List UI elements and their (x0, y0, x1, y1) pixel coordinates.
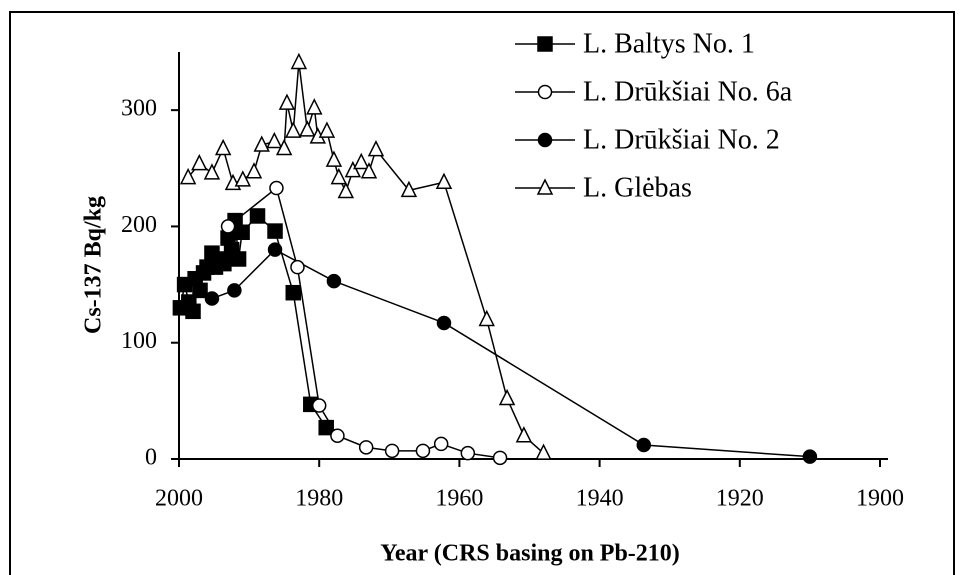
data-point (269, 180, 284, 196)
data-point (436, 315, 452, 331)
legend-label: L. Drūkšiai No. 6a (583, 76, 793, 107)
data-point (325, 150, 343, 167)
data-point (306, 98, 323, 115)
legend-label: L. Drūkšiai No. 2 (583, 124, 780, 155)
data-point (191, 153, 208, 171)
x-tick-label: 1980 (295, 486, 343, 512)
x-tick-label: 1940 (576, 486, 624, 512)
data-point (360, 162, 378, 179)
data-point (344, 160, 362, 178)
x-tick-label: 2000 (155, 486, 203, 512)
data-point (400, 180, 418, 198)
data-point (216, 255, 232, 272)
x-tick-label: 1960 (435, 486, 483, 512)
data-point (515, 426, 533, 443)
x-tick-label: 1920 (716, 486, 764, 512)
data-point (478, 309, 495, 327)
data-point (636, 437, 652, 453)
data-point (415, 443, 431, 459)
data-point (214, 138, 232, 156)
data-point (337, 181, 355, 199)
data-point (330, 428, 345, 443)
data-point (358, 440, 374, 455)
data-point (285, 121, 302, 138)
data-point (433, 436, 449, 452)
data-point (311, 398, 327, 413)
data-point (230, 251, 247, 267)
legend-label: L. Baltys No. 1 (583, 28, 755, 59)
data-point (353, 152, 370, 170)
data-point (179, 167, 197, 185)
data-point (185, 303, 201, 320)
frame (9, 11, 955, 575)
y-axis-title: Cs-137 Bq/kg (81, 196, 107, 334)
data-point (326, 273, 342, 289)
data-point (290, 52, 308, 70)
data-point (234, 170, 252, 187)
legend-label: L. Glėbas (583, 172, 692, 203)
y-tick-label: 0 (145, 445, 157, 471)
data-point (460, 445, 476, 461)
data-point (234, 224, 250, 240)
legend-box (507, 20, 947, 210)
data-point (275, 138, 293, 156)
data-point (435, 172, 453, 189)
data-point (498, 388, 516, 406)
legend-marker (537, 132, 553, 148)
series-line (179, 214, 327, 429)
data-point (253, 135, 270, 152)
data-point (267, 242, 283, 257)
data-point (384, 443, 400, 459)
data-point (203, 163, 221, 180)
legend-marker (537, 84, 553, 100)
data-point (492, 450, 508, 466)
data-point (535, 443, 552, 460)
data-point (278, 93, 296, 110)
data-point (318, 121, 336, 138)
data-point (367, 140, 385, 157)
x-tick-label: 1900 (856, 486, 904, 512)
data-point (290, 259, 305, 275)
data-point (192, 282, 208, 299)
data-point (204, 291, 220, 306)
y-tick-label: 200 (121, 212, 157, 238)
data-point (227, 283, 242, 298)
data-point (299, 120, 316, 137)
data-point (266, 131, 283, 149)
series-line (211, 248, 810, 458)
legend-marker (537, 36, 553, 52)
x-axis-title: Year (CRS basing on Pb-210) (380, 541, 680, 567)
y-tick-label: 100 (121, 328, 157, 354)
data-point (249, 208, 266, 224)
data-point (245, 162, 263, 179)
data-point (220, 219, 236, 234)
data-point (802, 449, 818, 464)
y-tick-label: 300 (121, 96, 157, 122)
legend-marker (536, 178, 554, 195)
data-point (318, 419, 334, 436)
data-point (330, 167, 348, 185)
data-point (267, 223, 283, 239)
data-point (285, 284, 302, 301)
